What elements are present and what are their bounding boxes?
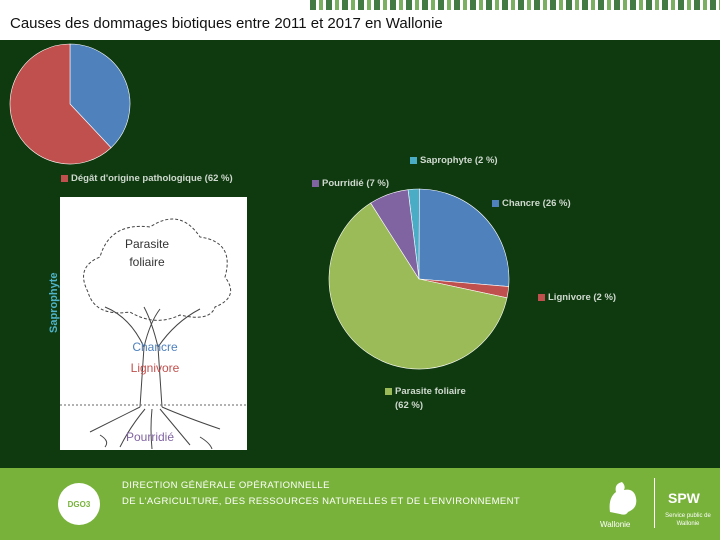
dgo3-logo — [58, 483, 100, 525]
legend-swatch-saprophyte — [410, 157, 417, 164]
label-pourridie: Pourridié — [125, 430, 175, 444]
header-bar: Causes des dommages biotiques entre 2011… — [0, 0, 720, 40]
footer-line2: DE L'AGRICULTURE, DES RESSOURCES NATUREL… — [122, 496, 521, 507]
legend-parasite: Parasite foliaire (62 %) — [395, 386, 466, 411]
legend-swatch-pathologique — [61, 175, 68, 182]
legend-swatch-parasite — [385, 388, 392, 395]
footer-line1: DIRECTION GÉNÉRALE OPÉRATIONNELLE — [122, 480, 330, 491]
pie2-slice-4 — [370, 189, 420, 280]
dgo3-logo-text: DGO3 — [67, 500, 91, 509]
legend-pourridie: Pourridié (7 %) — [322, 178, 390, 189]
spw-subtitle: Service public de Wallonie — [665, 513, 711, 527]
header-decoration — [310, 0, 720, 10]
pie2-slice-3 — [328, 202, 508, 370]
pie1-slice-1 — [9, 43, 112, 165]
label-parasite-foliaire: Parasite foliaire — [124, 237, 170, 269]
spw-logo: SPW — [668, 490, 700, 506]
footer-divider — [654, 478, 655, 528]
pie1-slice-0 — [69, 43, 131, 149]
legend-swatch-chancre — [492, 200, 499, 207]
label-chancre: Chancre — [132, 340, 178, 354]
legend-pathologique: Dégât d'origine pathologique (62 %) — [71, 173, 233, 184]
page-title: Causes des dommages biotiques entre 2011… — [10, 15, 443, 32]
label-saprophyte: Saprophyte — [48, 272, 60, 333]
label-lignivore: Lignivore — [130, 361, 180, 375]
legend-swatch-lignivore — [538, 294, 545, 301]
wallonie-label: Wallonie — [600, 520, 631, 529]
legend-lignivore: Lignivore (2 %) — [548, 292, 617, 303]
tree-diagram: Parasite foliaire Chancre Lignivore Pour… — [60, 197, 247, 450]
tree-illustration — [60, 218, 247, 450]
footer — [0, 468, 720, 540]
legend-chancre: Chancre (26 %) — [502, 198, 571, 209]
legend-swatch-pourridie — [312, 180, 319, 187]
pie2-slice-1 — [418, 188, 510, 287]
rooster-icon — [609, 482, 637, 515]
legend-saprophyte: Saprophyte (2 %) — [420, 155, 498, 166]
